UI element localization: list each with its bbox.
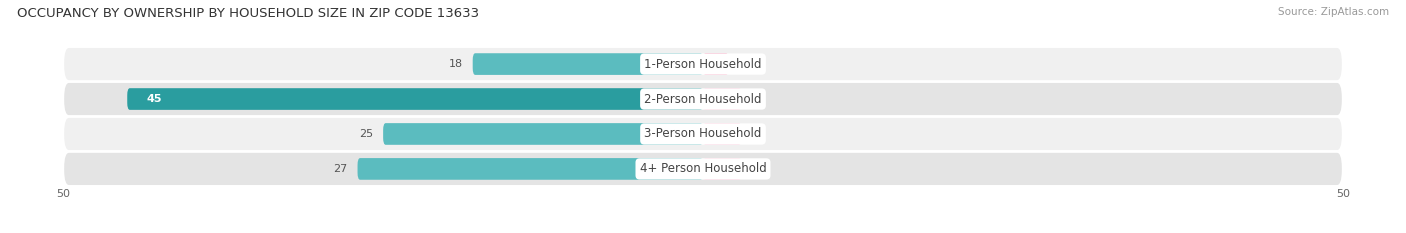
FancyBboxPatch shape — [357, 158, 703, 180]
FancyBboxPatch shape — [127, 88, 703, 110]
Text: 3-Person Household: 3-Person Household — [644, 127, 762, 140]
FancyBboxPatch shape — [63, 152, 1343, 186]
Text: 27: 27 — [333, 164, 347, 174]
Text: 45: 45 — [146, 94, 162, 104]
FancyBboxPatch shape — [472, 53, 703, 75]
FancyBboxPatch shape — [703, 123, 741, 145]
FancyBboxPatch shape — [703, 88, 741, 110]
FancyBboxPatch shape — [703, 158, 741, 180]
Text: 2: 2 — [738, 59, 747, 69]
FancyBboxPatch shape — [63, 47, 1343, 81]
FancyBboxPatch shape — [63, 82, 1343, 116]
Text: 18: 18 — [449, 59, 463, 69]
FancyBboxPatch shape — [703, 53, 728, 75]
Text: OCCUPANCY BY OWNERSHIP BY HOUSEHOLD SIZE IN ZIP CODE 13633: OCCUPANCY BY OWNERSHIP BY HOUSEHOLD SIZE… — [17, 7, 479, 20]
Text: 2-Person Household: 2-Person Household — [644, 93, 762, 106]
Text: 4+ Person Household: 4+ Person Household — [640, 162, 766, 175]
Text: 25: 25 — [359, 129, 373, 139]
Text: 0: 0 — [752, 164, 759, 174]
Text: 0: 0 — [752, 129, 759, 139]
FancyBboxPatch shape — [382, 123, 703, 145]
Legend: Owner-occupied, Renter-occupied: Owner-occupied, Renter-occupied — [579, 231, 827, 233]
Text: 1-Person Household: 1-Person Household — [644, 58, 762, 71]
Text: 0: 0 — [752, 94, 759, 104]
Text: Source: ZipAtlas.com: Source: ZipAtlas.com — [1278, 7, 1389, 17]
FancyBboxPatch shape — [63, 117, 1343, 151]
